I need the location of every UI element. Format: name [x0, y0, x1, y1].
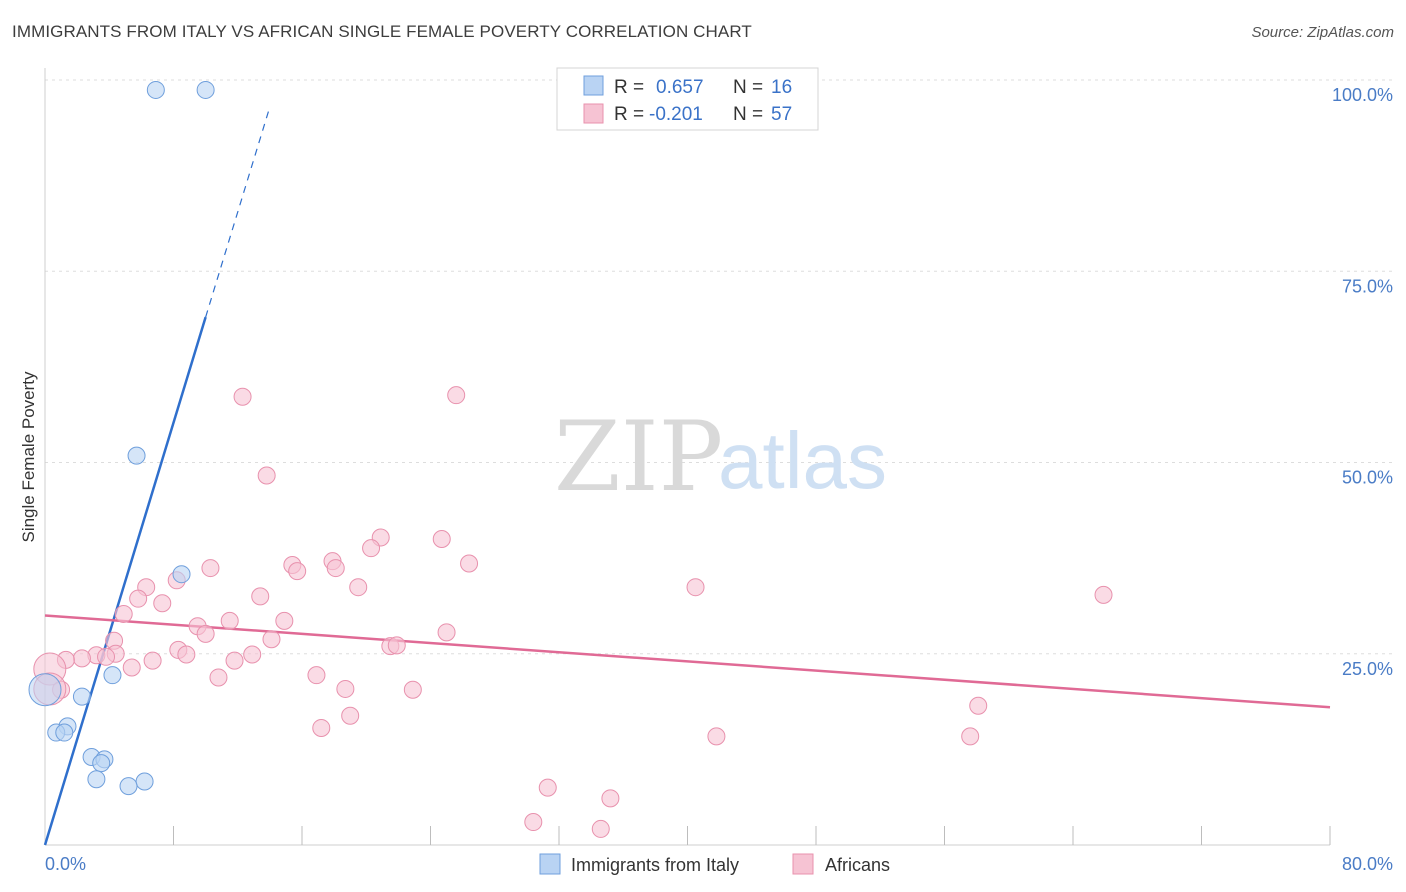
point-italy-5: [72, 687, 91, 706]
point-africans-35: [143, 651, 162, 670]
y-tick-label-1: 50.0%: [1342, 468, 1393, 488]
point-africans-50: [707, 727, 726, 746]
point-africans-37: [72, 649, 91, 668]
stats-pink-n-label: N =: [733, 104, 763, 125]
point-africans-41: [122, 658, 141, 677]
point-africans-15: [1094, 585, 1113, 604]
point-africans-21: [220, 611, 239, 630]
point-africans-27: [262, 630, 281, 649]
stats-pink-r-label: R =: [614, 104, 644, 125]
trend-line-italy-extension: [205, 106, 271, 318]
point-africans-45: [403, 680, 422, 699]
point-africans-49: [312, 718, 331, 737]
source-credit: Source: ZipAtlas.com: [1251, 24, 1394, 41]
point-italy-15: [119, 777, 138, 796]
point-africans-36: [225, 651, 244, 670]
point-africans-11: [288, 562, 307, 581]
x-tick-labels: 0.0% 80.0%: [45, 854, 1393, 874]
y-axis-label: Single Female Poverty: [19, 371, 38, 543]
point-africans-10: [201, 559, 220, 578]
point-africans-14: [686, 578, 705, 597]
point-africans-5: [362, 539, 381, 558]
point-africans-38: [97, 647, 116, 666]
watermark: ZIP atlas: [554, 401, 887, 513]
point-italy-13: [87, 770, 106, 789]
point-africans-2: [257, 466, 276, 485]
point-italy-3: [172, 565, 191, 584]
x-tick-label-0: 0.0%: [45, 854, 86, 874]
point-africans-0: [233, 387, 252, 406]
y-tick-label-2: 75.0%: [1342, 276, 1393, 296]
point-africans-29: [387, 636, 406, 655]
point-africans-47: [969, 696, 988, 715]
point-africans-16: [349, 578, 368, 597]
point-africans-31: [177, 645, 196, 664]
stats-pink-n-value: 57: [771, 104, 792, 125]
series-legend: Immigrants from Italy Africans: [539, 853, 890, 875]
watermark-atlas: atlas: [718, 416, 887, 505]
point-africans-4: [432, 530, 451, 548]
point-africans-33: [243, 645, 262, 664]
legend-label-italy: Immigrants from Italy: [571, 855, 739, 875]
point-africans-54: [524, 813, 543, 832]
stats-blue-r-value: 0.657: [656, 77, 704, 98]
point-italy-14: [135, 772, 154, 791]
point-italy-4: [103, 666, 122, 685]
y-tick-labels: 25.0% 50.0% 75.0% 100.0%: [1332, 85, 1393, 679]
axes: [44, 68, 1331, 846]
point-africans-43: [209, 668, 228, 687]
point-africans-17: [251, 587, 270, 606]
stats-blue-n-value: 16: [771, 77, 792, 98]
data-points: [28, 80, 1113, 838]
point-africans-52: [538, 778, 557, 797]
point-africans-51: [961, 727, 980, 746]
chart-title: IMMIGRANTS FROM ITALY VS AFRICAN SINGLE …: [12, 22, 752, 41]
legend-label-africans: Africans: [825, 855, 890, 875]
trend-lines: [43, 106, 1331, 846]
stats-blue-r-label: R =: [614, 77, 644, 98]
stats-legend: R = 0.657 N = 16 R = -0.201 N = 57: [556, 67, 819, 131]
legend-swatch-africans: [792, 853, 814, 875]
point-africans-19: [153, 594, 172, 613]
point-africans-55: [591, 819, 610, 838]
point-italy-9: [28, 673, 62, 707]
point-africans-18: [129, 589, 148, 608]
point-africans-1: [447, 386, 466, 405]
point-africans-6: [460, 554, 479, 573]
trend-line-italy: [43, 316, 207, 846]
point-africans-48: [341, 706, 360, 725]
point-italy-0: [146, 80, 165, 99]
y-tick-label-3: 100.0%: [1332, 85, 1393, 105]
point-africans-22: [275, 611, 294, 630]
x-tick-label-1: 80.0%: [1342, 854, 1393, 874]
point-africans-24: [196, 624, 215, 643]
legend-swatch-italy: [539, 853, 561, 875]
point-africans-8: [326, 559, 345, 578]
stats-pink-r-value: -0.201: [649, 104, 703, 125]
y-tick-label-0: 25.0%: [1342, 659, 1393, 679]
point-africans-20: [114, 604, 133, 623]
trend-line-africans: [44, 614, 1331, 709]
stats-blue-n-label: N =: [733, 77, 763, 98]
stats-blue-swatch: [583, 75, 604, 96]
point-africans-25: [437, 623, 456, 642]
stats-pink-swatch: [583, 103, 604, 124]
point-italy-1: [196, 80, 215, 99]
point-italy-12: [92, 754, 111, 773]
watermark-zip: ZIP: [554, 401, 723, 513]
point-italy-8: [55, 723, 74, 742]
gridlines: [45, 79, 1393, 655]
point-italy-2: [127, 446, 146, 465]
point-africans-53: [601, 789, 620, 808]
point-africans-44: [336, 679, 355, 698]
point-africans-42: [307, 666, 326, 685]
